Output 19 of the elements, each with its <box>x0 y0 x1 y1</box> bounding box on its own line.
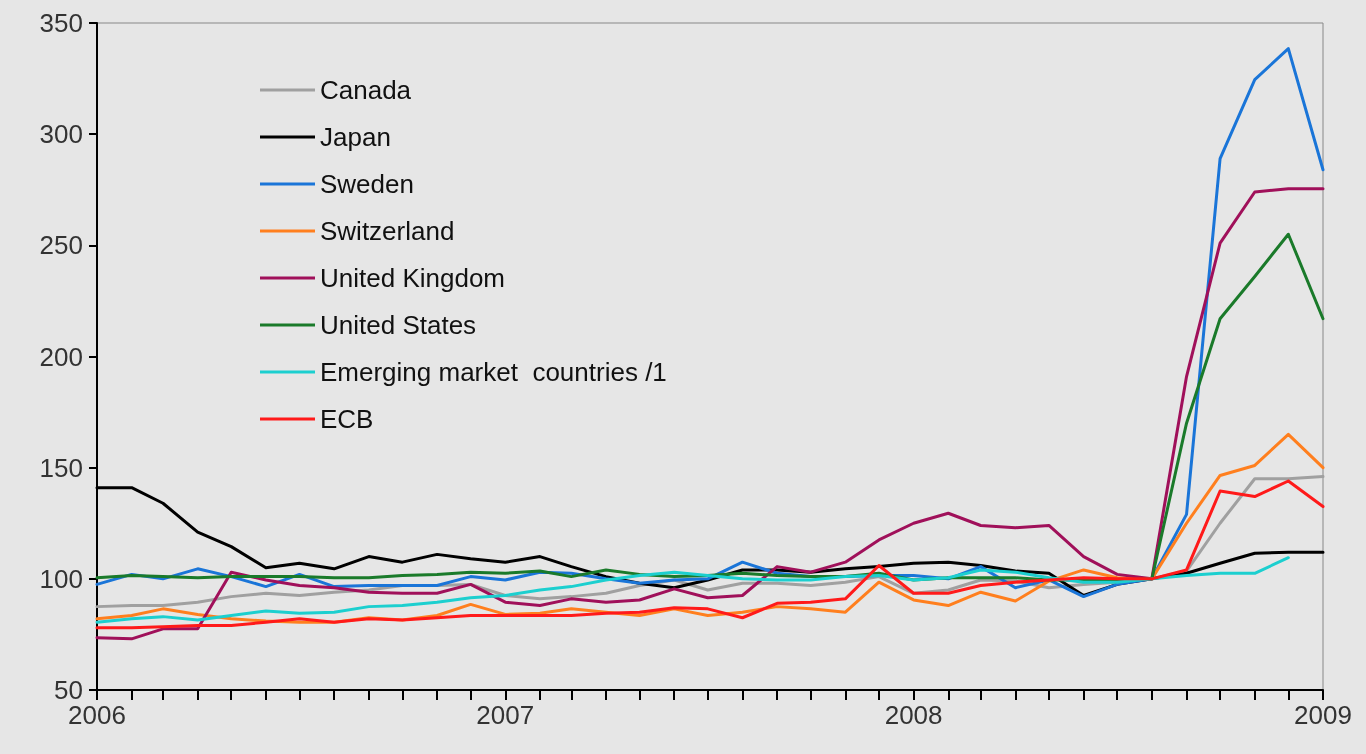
y-tick-label: 100 <box>39 563 83 594</box>
line-series <box>95 479 1325 630</box>
legend-label: Canada <box>320 75 412 105</box>
legend-label: ECB <box>320 404 374 434</box>
legend-label: Emerging market countries /1 <box>320 357 667 387</box>
y-tick-label: 350 <box>39 8 83 38</box>
line-series <box>95 556 1290 624</box>
legend-label: Japan <box>320 122 391 152</box>
legend-label: Sweden <box>320 169 414 199</box>
y-tick-label: 300 <box>39 119 83 150</box>
y-tick-label: 250 <box>39 230 83 261</box>
legend-label: United Kingdom <box>320 263 505 293</box>
x-tick-label: 2009 <box>1294 700 1352 730</box>
y-tick-label: 150 <box>39 452 83 483</box>
y-tick-label: 200 <box>39 341 83 372</box>
x-tick-label: 2007 <box>476 700 535 730</box>
x-tick-label: 2008 <box>884 700 943 730</box>
legend-label: United States <box>320 310 477 340</box>
legend-label: Switzerland <box>320 216 455 246</box>
